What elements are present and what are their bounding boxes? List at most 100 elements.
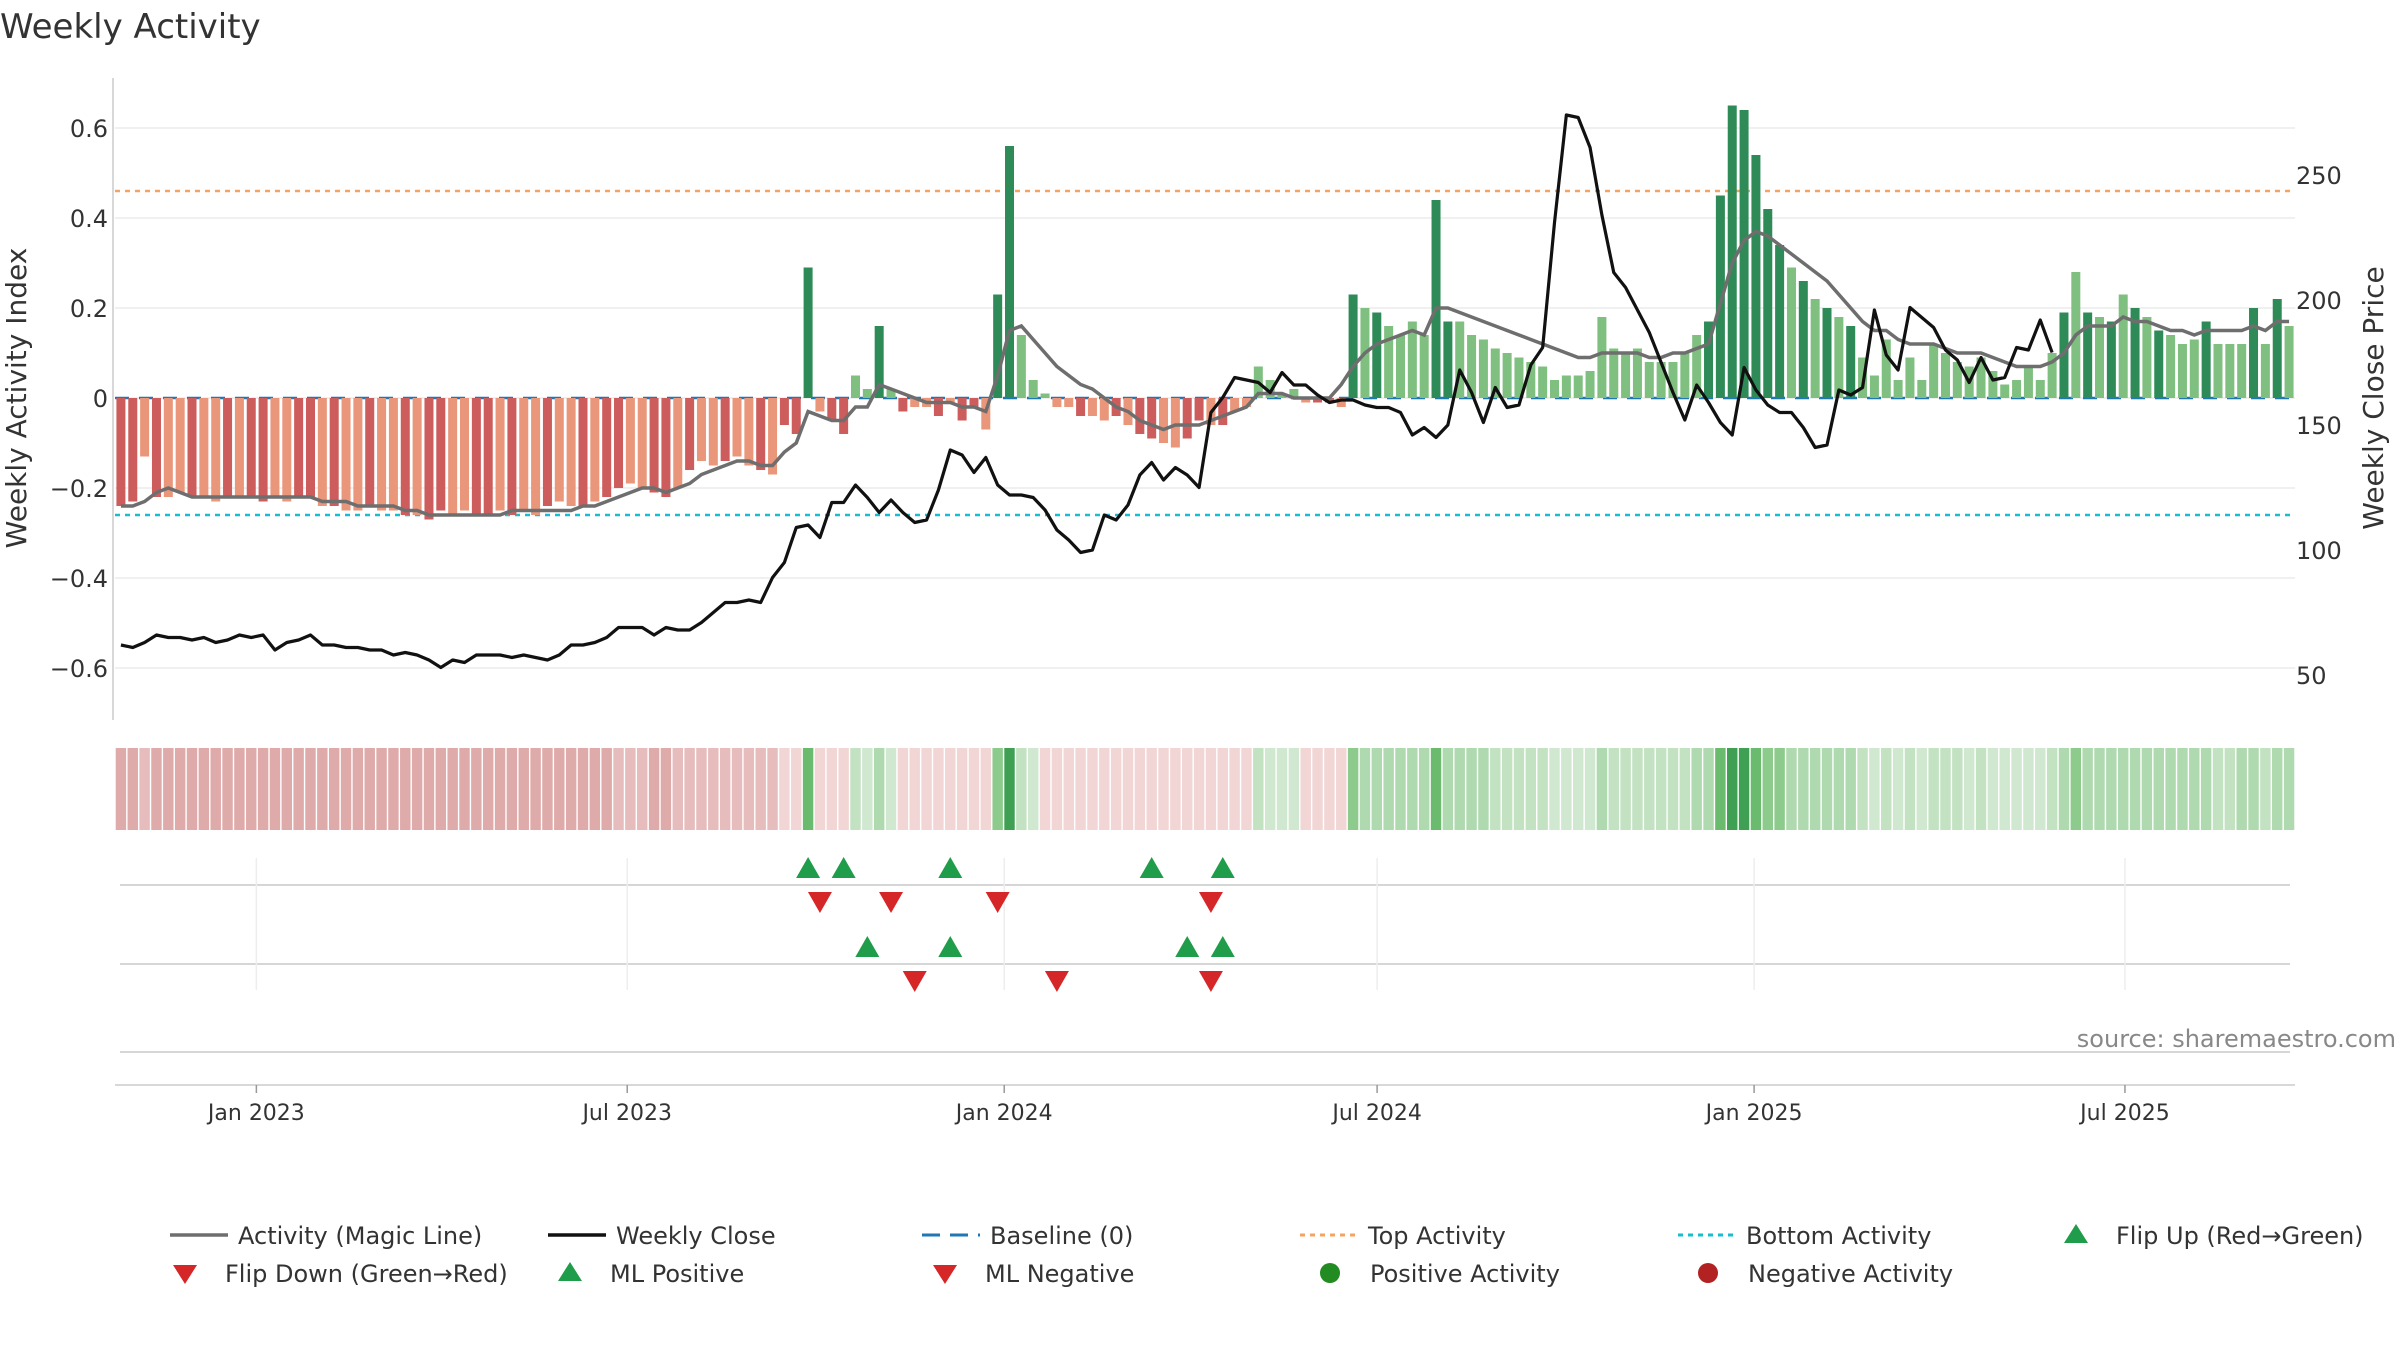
heat-cell xyxy=(1584,748,1596,830)
activity-bar xyxy=(1929,344,1939,398)
activity-bar xyxy=(554,398,564,502)
heat-cell xyxy=(873,748,885,830)
heat-cell xyxy=(305,748,316,830)
heat-cell xyxy=(1110,748,1122,830)
heat-cell xyxy=(2200,748,2212,830)
activity-bar xyxy=(1348,294,1358,398)
heat-cell xyxy=(589,748,601,830)
heat-cell xyxy=(1916,748,1928,830)
activity-bar xyxy=(1846,326,1856,398)
heat-cell xyxy=(352,748,364,830)
activity-bar xyxy=(1786,267,1796,398)
heat-cell xyxy=(767,748,778,830)
activity-bar xyxy=(1455,321,1465,398)
activity-bar xyxy=(1644,362,1654,398)
heat-cell xyxy=(1821,748,1833,830)
heat-cell xyxy=(506,748,518,830)
activity-bar xyxy=(1668,362,1678,398)
legend-item-flipup: Flip Up (Red→Green) xyxy=(2064,1222,2364,1250)
activity-bar xyxy=(637,398,647,488)
heat-cell xyxy=(660,748,672,830)
activity-bar xyxy=(1893,380,1903,398)
heat-cell xyxy=(2189,748,2200,830)
activity-bar xyxy=(1277,393,1287,398)
heat-cell xyxy=(2272,748,2283,830)
heat-cell xyxy=(1952,748,1963,830)
heat-cell xyxy=(2260,748,2271,830)
activity-bar xyxy=(933,398,943,416)
y-axis-label-left: Weekly Activity Index xyxy=(0,248,33,549)
heat-cell xyxy=(1004,748,1015,830)
activity-bar xyxy=(1621,353,1631,398)
heat-cell xyxy=(992,748,1003,830)
flip-down-marker xyxy=(807,892,832,913)
heat-cell xyxy=(791,748,802,830)
heat-cell xyxy=(980,748,992,830)
heat-cell xyxy=(1051,748,1063,830)
heat-cell xyxy=(1987,748,1999,830)
activity-bar xyxy=(673,398,683,488)
activity-bar xyxy=(1016,335,1026,398)
heat-cell xyxy=(1300,748,1311,830)
activity-bar xyxy=(1241,398,1251,407)
heat-cell xyxy=(1383,748,1394,830)
activity-bar xyxy=(744,398,754,466)
heat-cell xyxy=(1395,748,1406,830)
activity-bar xyxy=(128,398,138,502)
activity-bar xyxy=(2118,294,2128,398)
heat-cell xyxy=(933,748,944,830)
activity-bar xyxy=(1822,308,1832,398)
legend-label: Baseline (0) xyxy=(990,1222,1133,1250)
heat-cell xyxy=(447,748,458,830)
legend-item-negact: Negative Activity xyxy=(1698,1260,1953,1288)
activity-bar xyxy=(258,398,268,502)
legend-label: Flip Up (Red→Green) xyxy=(2116,1222,2364,1250)
legend-swatch-down-triangle xyxy=(173,1265,197,1284)
activity-bar xyxy=(448,398,458,515)
heat-cell xyxy=(1170,748,1181,830)
heat-cell xyxy=(1264,748,1276,830)
activity-bar xyxy=(294,398,304,497)
heat-cell xyxy=(2165,748,2176,830)
activity-bar xyxy=(2177,344,2187,398)
activity-bar xyxy=(163,398,173,497)
activity-heat-strip xyxy=(115,748,2295,830)
y-tick-label-left: 0.4 xyxy=(70,205,108,233)
activity-bar xyxy=(1005,146,1015,398)
heat-cell xyxy=(1892,748,1904,830)
activity-bar xyxy=(898,398,908,412)
heat-cell xyxy=(1027,748,1039,830)
activity-bar xyxy=(2166,335,2176,398)
activity-bar xyxy=(388,398,398,511)
flip-down-marker xyxy=(879,892,904,913)
activity-bar xyxy=(1372,312,1382,398)
activity-bar xyxy=(1289,389,1299,398)
activity-bar xyxy=(2023,366,2033,398)
heat-cell xyxy=(1312,748,1323,830)
activity-bar xyxy=(424,398,434,520)
activity-bar xyxy=(708,398,718,466)
heat-cell xyxy=(1099,748,1110,830)
heat-cell xyxy=(1205,748,1217,830)
heat-cell xyxy=(1963,748,1975,830)
ml-positive-marker xyxy=(1175,936,1200,957)
heat-cell xyxy=(613,748,624,830)
activity-bar xyxy=(1301,398,1311,403)
activity-bar xyxy=(1265,380,1275,398)
activity-bar xyxy=(317,398,327,506)
activity-bar xyxy=(1467,335,1477,398)
heat-cell xyxy=(897,748,909,830)
signal-panel xyxy=(115,857,2295,1086)
activity-bar xyxy=(1692,335,1702,398)
heat-cell xyxy=(731,748,743,830)
activity-bar xyxy=(957,398,967,421)
heat-cell xyxy=(2035,748,2046,830)
heat-cell xyxy=(2177,748,2188,830)
activity-bar xyxy=(116,398,126,506)
legend-label: Top Activity xyxy=(1367,1222,1506,1250)
activity-bar xyxy=(2225,344,2235,398)
heat-cell xyxy=(1454,748,1465,830)
heat-cell xyxy=(1655,748,1667,830)
heat-cell xyxy=(862,748,873,830)
heat-cell xyxy=(1620,748,1631,830)
